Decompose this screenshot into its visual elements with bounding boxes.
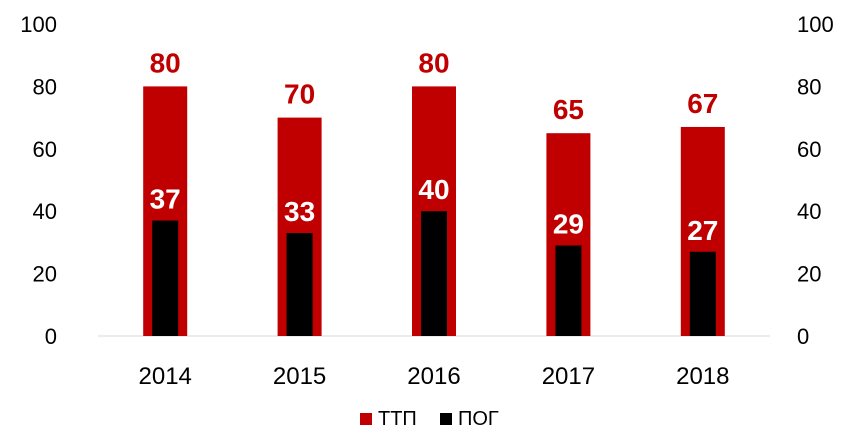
right-y-tick-label: 40 <box>797 199 821 224</box>
bar-pog <box>555 245 582 336</box>
left-y-tick-label: 40 <box>33 199 57 224</box>
value-label-ttp: 80 <box>418 47 449 78</box>
value-label-pog: 27 <box>687 215 718 246</box>
value-label-pog: 29 <box>553 209 584 240</box>
value-label-ttp: 65 <box>553 94 584 125</box>
right-y-tick-label: 60 <box>797 137 821 162</box>
left-y-axis: 0 20 40 60 80 100 <box>20 12 57 349</box>
x-axis-labels: 2014 2015 2016 2017 2018 <box>139 363 730 390</box>
right-y-tick-label: 0 <box>797 324 809 349</box>
x-tick-label: 2016 <box>407 363 460 390</box>
bar-pog <box>152 220 179 336</box>
legend-label-pog: ПОГ <box>458 408 499 430</box>
left-y-tick-label: 100 <box>20 12 57 37</box>
legend: ТТП ПОГ <box>360 408 499 430</box>
x-tick-label: 2015 <box>273 363 326 390</box>
right-y-tick-label: 20 <box>797 262 821 287</box>
right-y-axis: 0 20 40 60 80 100 <box>797 12 834 349</box>
bars-group: 80 37 70 33 80 40 65 29 67 27 <box>143 47 725 337</box>
left-y-tick-label: 80 <box>33 74 57 99</box>
legend-swatch-ttp <box>360 413 372 425</box>
bar-pog <box>689 251 716 336</box>
left-y-tick-label: 20 <box>33 262 57 287</box>
bar-pog <box>421 211 447 336</box>
value-label-pog: 37 <box>150 184 181 215</box>
right-y-tick-label: 80 <box>797 74 821 99</box>
left-y-tick-label: 60 <box>33 137 57 162</box>
legend-swatch-pog <box>440 413 452 425</box>
left-y-tick-label: 0 <box>45 324 57 349</box>
value-label-ttp: 67 <box>687 88 718 119</box>
value-label-pog: 33 <box>284 196 315 227</box>
x-tick-label: 2014 <box>139 363 192 390</box>
value-label-pog: 40 <box>418 174 449 205</box>
x-tick-label: 2017 <box>542 363 595 390</box>
legend-label-ttp: ТТП <box>378 408 417 430</box>
value-label-ttp: 80 <box>150 47 181 78</box>
value-label-ttp: 70 <box>284 79 315 110</box>
right-y-tick-label: 100 <box>797 12 834 37</box>
x-tick-label: 2018 <box>676 363 729 390</box>
bar-pog <box>286 233 313 336</box>
